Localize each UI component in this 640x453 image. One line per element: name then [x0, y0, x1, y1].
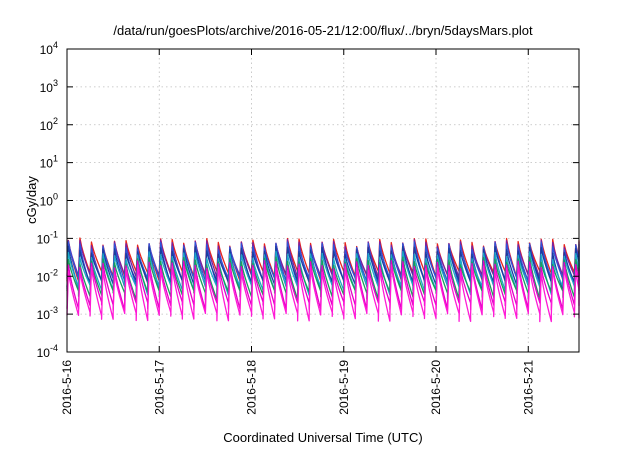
tick-layer [66, 48, 579, 353]
chart-title: /data/run/goesPlots/archive/2016-05-21/1… [113, 23, 533, 38]
x-tick-label: 2016-5-18 [245, 360, 259, 415]
y-tick-label: 100 [40, 192, 58, 209]
x-tick-label: 2016-5-19 [337, 360, 351, 415]
y-tick-label: 10-1 [37, 229, 58, 246]
x-tick-label: 2016-5-21 [521, 360, 535, 415]
y-tick-label: 104 [40, 40, 58, 57]
x-tick-labels: 2016-5-16 2016-5-17 2016-5-18 2016-5-19 2016… [60, 360, 535, 415]
x-tick-label: 2016-5-17 [152, 360, 166, 415]
x-axis-label: Coordinated Universal Time (UTC) [223, 430, 422, 445]
y-axis-label: cGy/day [24, 176, 39, 224]
y-tick-label: 10-2 [37, 267, 58, 284]
x-tick-label: 2016-5-20 [429, 360, 443, 415]
series-layer [66, 237, 580, 323]
y-tick-label: 102 [40, 116, 58, 133]
y-tick-label: 103 [40, 78, 58, 95]
x-tick-label: 2016-5-16 [60, 360, 74, 415]
y-tick-label: 101 [40, 154, 58, 171]
y-tick-label: 10-4 [37, 343, 58, 360]
series-magenta-low [66, 264, 580, 323]
y-tick-labels: 104 103 102 101 100 10-1 10-2 10-3 10-4 [37, 40, 58, 360]
y-tick-label: 10-3 [37, 305, 58, 322]
